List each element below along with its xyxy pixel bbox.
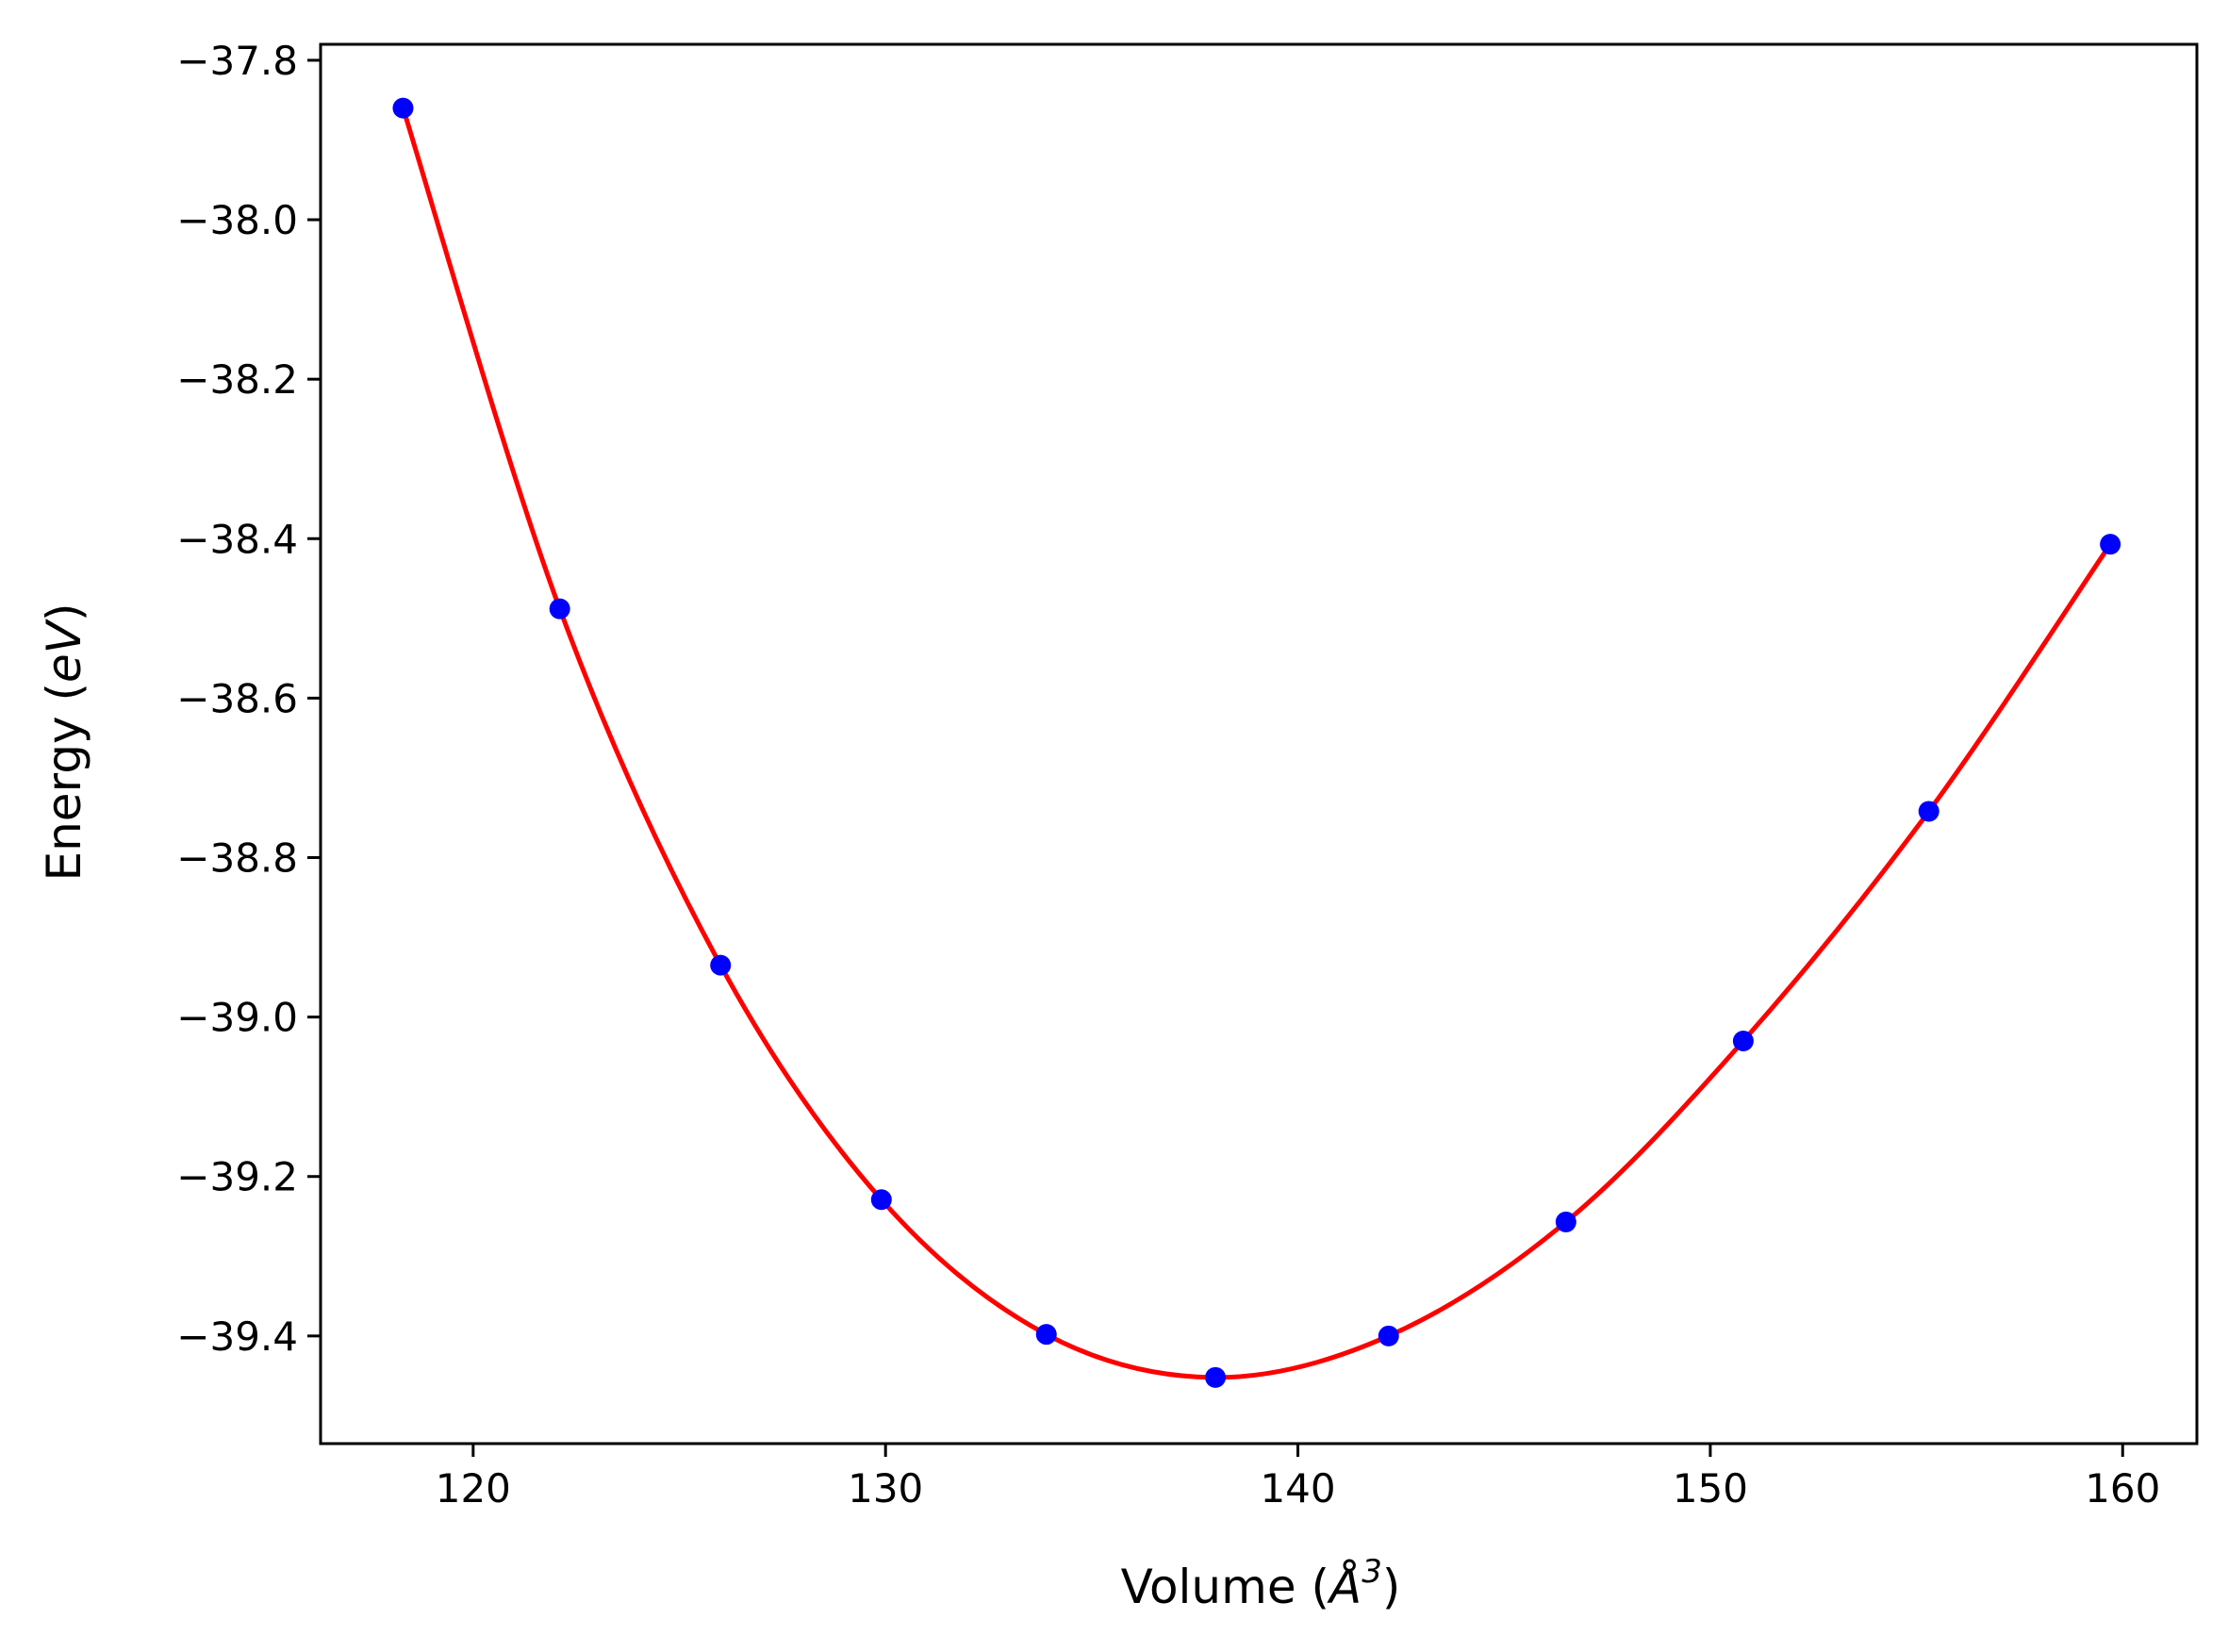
fit-curve-layer — [401, 107, 2113, 1380]
x-axis-ticks: 120 130 140 150 160 — [436, 1444, 2160, 1512]
data-point — [1035, 1324, 1057, 1346]
data-point — [710, 954, 732, 976]
data-point — [1555, 1211, 1576, 1232]
y-tick-label: −39.2 — [176, 1154, 298, 1200]
data-points-layer — [392, 97, 2121, 1388]
fit-curve — [401, 107, 2113, 1380]
data-point — [392, 97, 414, 119]
y-tick-label: −38.4 — [176, 516, 298, 562]
x-tick-label: 150 — [1673, 1465, 1748, 1512]
plot-frame — [319, 42, 2199, 1446]
y-tick-label: −38.2 — [176, 356, 298, 403]
x-tick-label: 140 — [1260, 1465, 1335, 1512]
y-axis-ticks: −37.8 −38.0 −38.2 −38.4 −38.6 −38.8 −39.0 −39.2… — [176, 38, 321, 1360]
y-tick-label: −37.8 — [176, 38, 298, 84]
data-point — [1732, 1030, 1754, 1051]
x-tick-label: 160 — [2085, 1465, 2160, 1512]
x-axis-title: Volume (Å3) — [1121, 1553, 1401, 1614]
data-point — [1918, 801, 1939, 822]
y-tick-label: −38.8 — [176, 834, 298, 881]
y-tick-label: −39.4 — [176, 1313, 298, 1360]
x-tick-label: 120 — [436, 1465, 511, 1512]
y-tick-label: −38.6 — [176, 675, 298, 721]
data-point — [1378, 1325, 1399, 1346]
data-point — [1205, 1366, 1227, 1388]
y-tick-label: −39.0 — [176, 995, 298, 1041]
y-tick-label: −38.0 — [176, 197, 298, 243]
data-point — [870, 1189, 892, 1211]
data-point — [549, 598, 570, 620]
data-point — [2100, 534, 2121, 555]
y-axis-title: Energy (eV) — [37, 603, 91, 882]
x-tick-label: 130 — [848, 1465, 923, 1512]
